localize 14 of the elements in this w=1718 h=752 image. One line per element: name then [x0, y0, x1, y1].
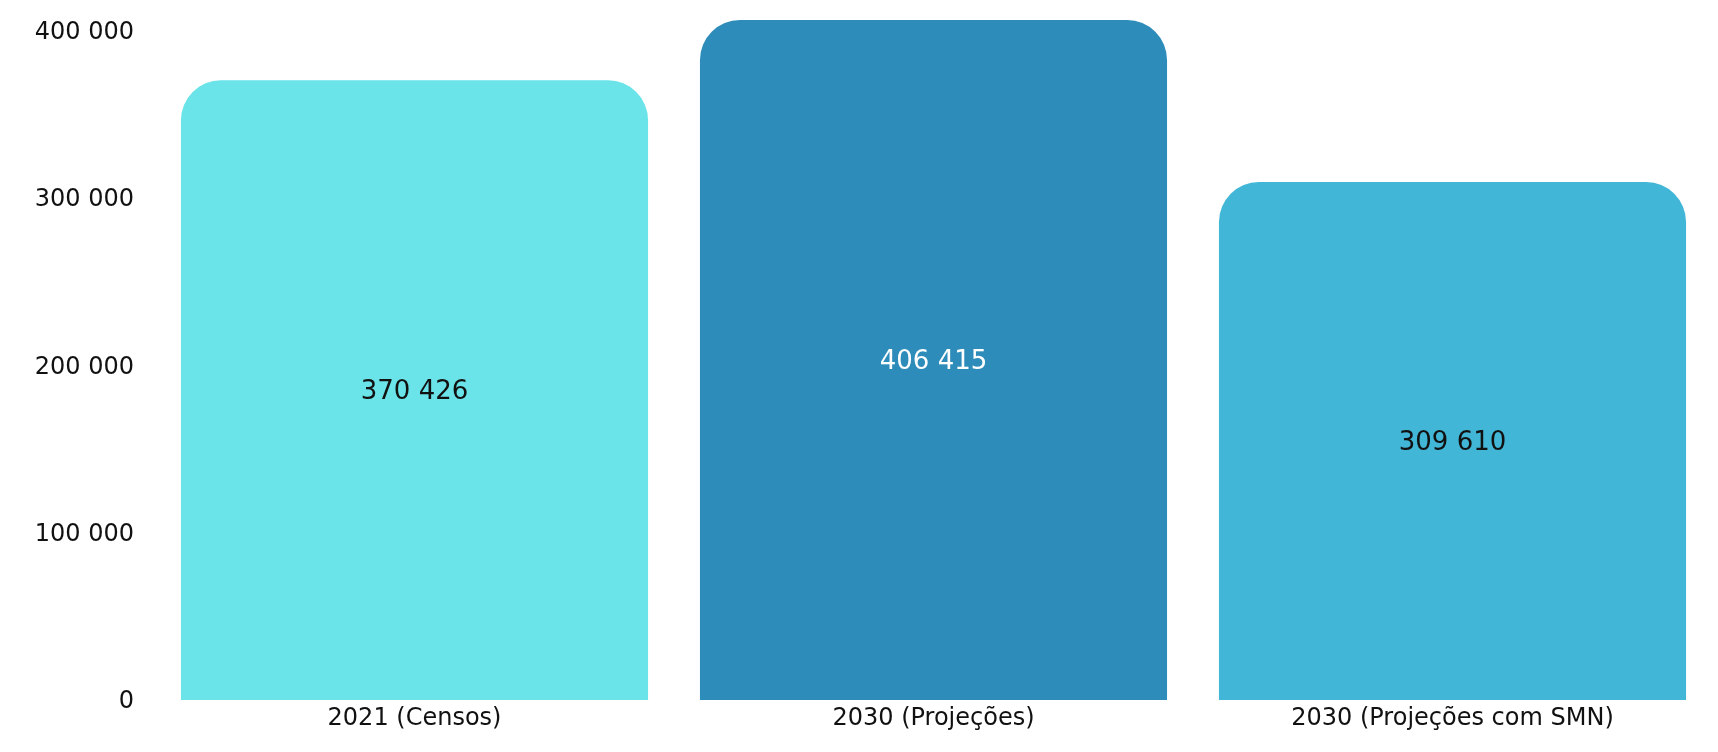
bar [180, 80, 649, 700]
y-tick-label: 0 [118, 686, 134, 715]
y-tick-label: 100 000 [34, 519, 134, 548]
y-tick-label: 400 000 [34, 17, 134, 46]
y-tick-label: 200 000 [34, 351, 134, 380]
data-label: 406 415 [879, 345, 988, 375]
x-tick-label: 2021 (Censos) [327, 703, 502, 731]
bar [699, 20, 1168, 700]
bar [1218, 181, 1687, 700]
data-label: 309 610 [1398, 425, 1507, 456]
data-label: 370 426 [360, 375, 469, 406]
x-tick-label: 2030 (Projeções) [832, 703, 1035, 731]
x-tick-label: 2030 (Projeções com SMN) [1291, 703, 1614, 731]
y-tick-label: 300 000 [34, 184, 134, 213]
